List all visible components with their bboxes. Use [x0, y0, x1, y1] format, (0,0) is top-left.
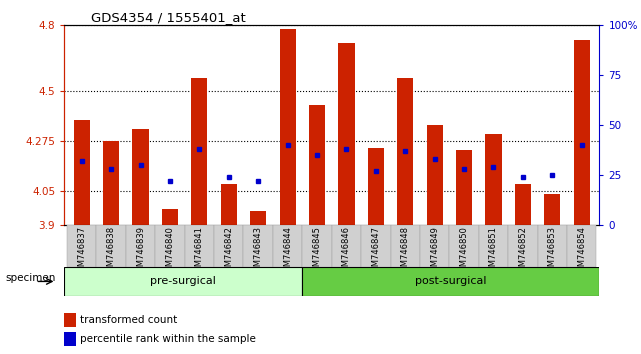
Bar — [273, 225, 303, 267]
Bar — [508, 225, 538, 267]
Bar — [309, 105, 325, 225]
Bar — [361, 225, 390, 267]
Bar — [456, 150, 472, 225]
Bar — [485, 134, 501, 225]
Bar — [96, 225, 126, 267]
Bar — [191, 78, 208, 225]
Text: GSM746849: GSM746849 — [430, 226, 439, 277]
Text: GSM746852: GSM746852 — [519, 226, 528, 277]
Text: GSM746841: GSM746841 — [195, 226, 204, 277]
Bar — [64, 332, 76, 346]
Text: GSM746854: GSM746854 — [577, 226, 586, 277]
Bar — [397, 78, 413, 225]
Text: GSM746850: GSM746850 — [460, 226, 469, 277]
Bar — [64, 267, 302, 296]
Bar — [185, 225, 214, 267]
Bar — [368, 148, 384, 225]
Text: percentile rank within the sample: percentile rank within the sample — [80, 334, 256, 344]
Bar — [479, 225, 508, 267]
Bar — [214, 225, 244, 267]
Bar — [449, 225, 479, 267]
Bar — [420, 225, 449, 267]
Bar — [331, 225, 361, 267]
Bar — [574, 40, 590, 225]
Text: GSM746840: GSM746840 — [165, 226, 174, 277]
Bar — [155, 225, 185, 267]
Bar — [544, 194, 560, 225]
Bar — [302, 267, 599, 296]
Text: GSM746838: GSM746838 — [106, 226, 115, 277]
Text: GSM746853: GSM746853 — [548, 226, 557, 277]
Text: GSM746843: GSM746843 — [254, 226, 263, 277]
Bar — [67, 225, 96, 267]
Text: transformed count: transformed count — [80, 315, 178, 325]
Bar — [221, 184, 237, 225]
Bar — [390, 225, 420, 267]
Text: GSM746839: GSM746839 — [136, 226, 145, 277]
Bar — [103, 142, 119, 225]
Text: pre-surgical: pre-surgical — [150, 276, 216, 286]
Bar — [279, 29, 296, 225]
Bar — [74, 120, 90, 225]
Text: GSM746846: GSM746846 — [342, 226, 351, 277]
Bar — [162, 209, 178, 225]
Text: specimen: specimen — [5, 273, 56, 283]
Text: post-surgical: post-surgical — [415, 276, 487, 286]
Bar — [303, 225, 331, 267]
Bar — [126, 225, 155, 267]
Text: GSM746848: GSM746848 — [401, 226, 410, 277]
Bar — [250, 211, 266, 225]
Bar — [64, 313, 76, 326]
Text: GSM746844: GSM746844 — [283, 226, 292, 277]
Bar — [538, 225, 567, 267]
Bar — [338, 42, 354, 225]
Bar — [567, 225, 596, 267]
Bar — [426, 125, 443, 225]
Bar — [244, 225, 273, 267]
Bar — [515, 184, 531, 225]
Text: GSM746851: GSM746851 — [489, 226, 498, 277]
Text: GSM746845: GSM746845 — [313, 226, 322, 277]
Text: GDS4354 / 1555401_at: GDS4354 / 1555401_at — [91, 11, 246, 24]
Bar — [133, 129, 149, 225]
Text: GSM746847: GSM746847 — [371, 226, 380, 277]
Text: GSM746842: GSM746842 — [224, 226, 233, 277]
Text: GSM746837: GSM746837 — [78, 226, 87, 277]
